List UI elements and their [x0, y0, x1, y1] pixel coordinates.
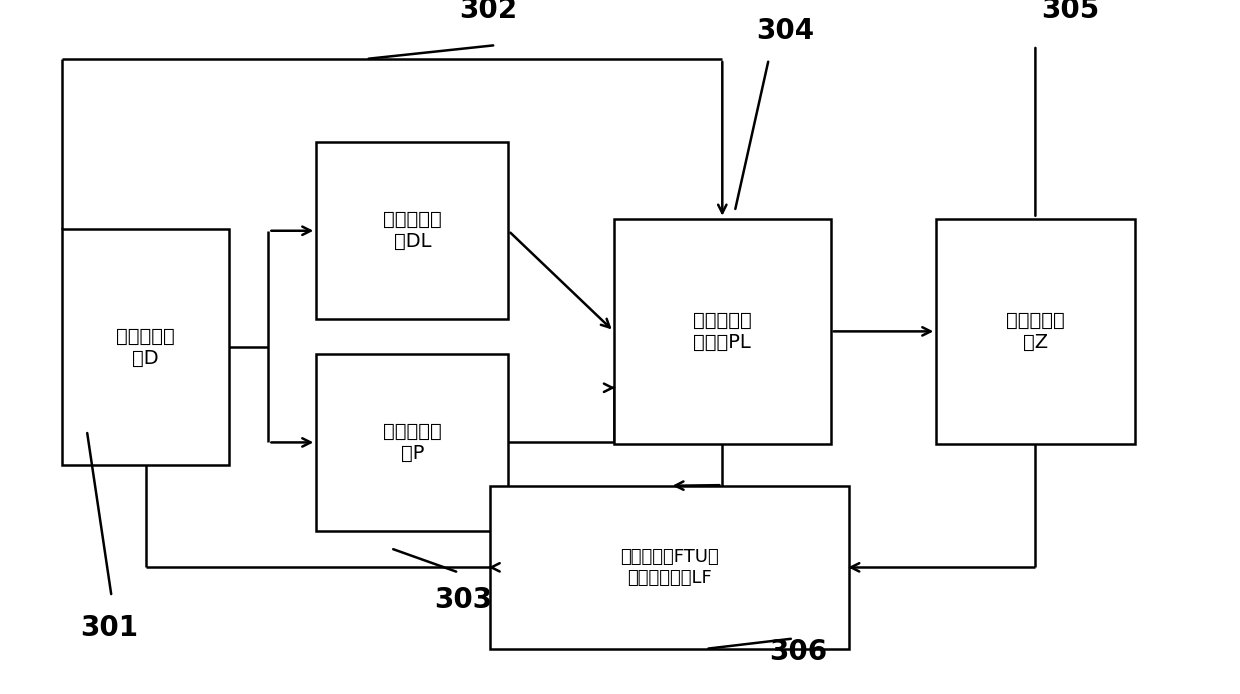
Bar: [490, 486, 849, 649]
Text: 302: 302: [459, 0, 517, 24]
Bar: [614, 219, 831, 444]
Text: 电源电流通
路矩阵PL: 电源电流通 路矩阵PL: [693, 311, 751, 352]
Text: 301: 301: [81, 614, 139, 642]
Bar: [62, 229, 229, 465]
Text: 305: 305: [1042, 0, 1100, 24]
Bar: [936, 219, 1135, 444]
Text: 区段编码至FTU信
息的转换矩阵LF: 区段编码至FTU信 息的转换矩阵LF: [620, 548, 719, 586]
Text: 304: 304: [756, 17, 815, 45]
Text: 电源连接矩
阵P: 电源连接矩 阵P: [383, 422, 441, 463]
Text: 正向电流矩
阵Z: 正向电流矩 阵Z: [1006, 311, 1065, 352]
Text: 306: 306: [769, 638, 827, 666]
Bar: [316, 142, 508, 319]
Bar: [316, 354, 508, 531]
Text: 303: 303: [434, 586, 492, 614]
Text: 区段连接矩
阵DL: 区段连接矩 阵DL: [383, 210, 441, 251]
Text: 网络描述矩
阵D: 网络描述矩 阵D: [117, 326, 175, 368]
